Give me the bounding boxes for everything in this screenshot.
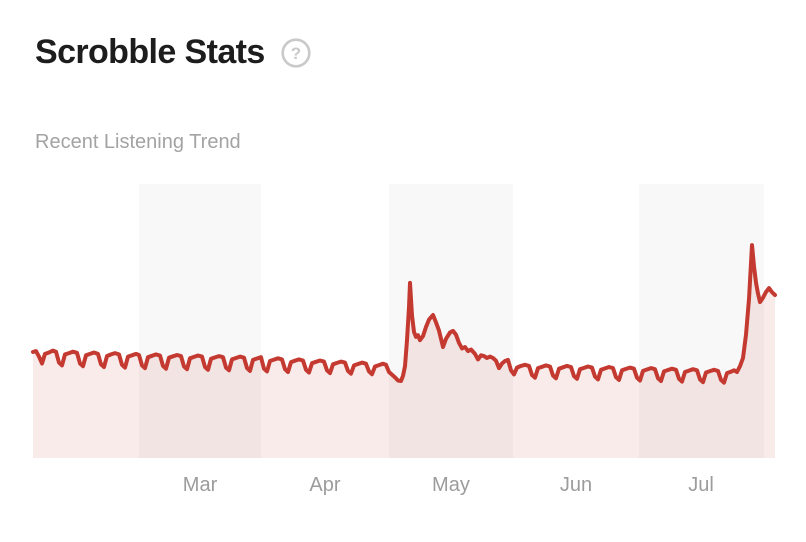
help-button[interactable]: ? — [280, 37, 312, 69]
plot-area — [31, 184, 777, 458]
x-axis-label-jul: Jul — [688, 474, 714, 496]
month-shade-band — [139, 184, 262, 458]
question-mark-glyph: ? — [290, 44, 300, 63]
month-shade-band — [638, 184, 764, 458]
page-header: Scrobble Stats ? — [35, 33, 312, 72]
x-axis-label-apr: Apr — [309, 474, 341, 496]
trend-area-fill — [33, 245, 775, 458]
help-icon: ? — [281, 37, 311, 68]
chart-section-title: Recent Listening Trend — [35, 131, 241, 153]
page-title: Scrobble Stats — [35, 33, 265, 71]
x-axis-label-jun: Jun — [559, 474, 593, 496]
x-axis-labels: Mar Apr May Jun Jul — [33, 474, 775, 502]
x-axis-label-may: May — [432, 474, 470, 496]
listening-trend-chart — [31, 243, 777, 458]
x-axis-label-mar: Mar — [182, 474, 218, 496]
trend-line — [31, 243, 777, 385]
